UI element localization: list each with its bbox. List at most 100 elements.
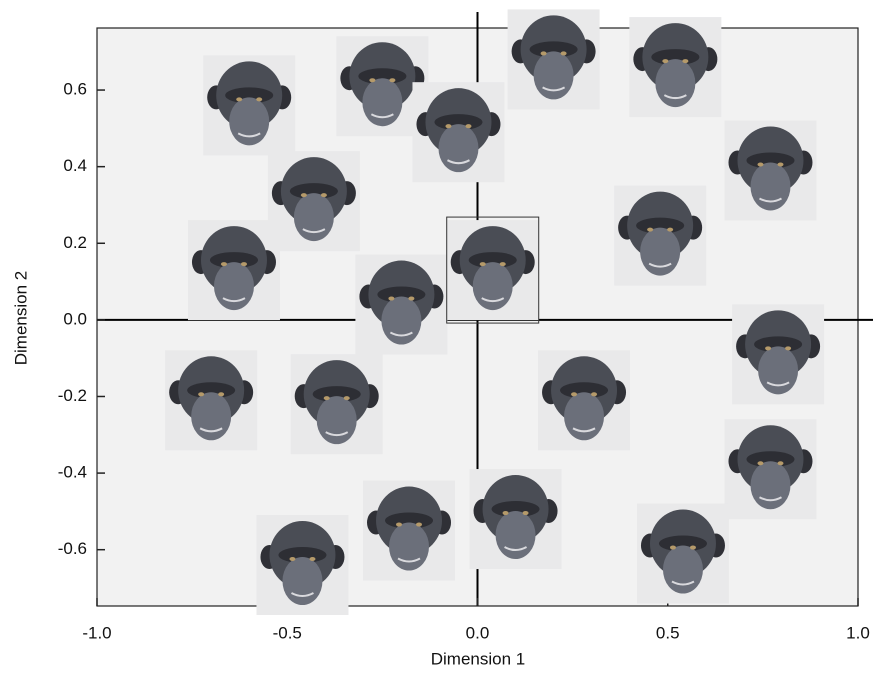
face-muzzle: [362, 78, 403, 127]
x-tick-label: 1.0: [846, 623, 870, 642]
face-marker: [267, 151, 360, 252]
face-muzzle: [750, 461, 791, 510]
face-eye: [499, 262, 506, 267]
face-eye: [669, 545, 676, 550]
face-muzzle: [438, 124, 479, 173]
face-eye: [343, 396, 350, 401]
face-mouth: [222, 297, 246, 303]
highlight-box: [446, 216, 540, 324]
face-marker: [446, 216, 540, 324]
face-mouth: [302, 228, 326, 234]
face-eye: [647, 227, 654, 232]
face-eye: [256, 97, 263, 102]
face-muzzle: [758, 346, 799, 395]
face-eye: [416, 522, 423, 527]
face-muzzle: [229, 97, 270, 146]
face-marker: [636, 503, 729, 604]
face-mouth: [237, 132, 261, 138]
face-mouth: [504, 546, 528, 552]
face-marker: [507, 9, 600, 110]
face-eye: [662, 59, 669, 64]
face-eye: [777, 162, 784, 167]
face-eye: [240, 262, 247, 267]
y-tick-label: -0.2: [58, 386, 87, 405]
face-mouth: [759, 496, 782, 502]
face-muzzle: [495, 511, 536, 560]
face-muzzle: [316, 396, 357, 445]
y-tick-label: 0.2: [63, 233, 87, 252]
face-muzzle: [213, 262, 254, 311]
face-marker: [614, 185, 707, 286]
face-muzzle: [282, 557, 323, 606]
face-marker: [724, 419, 817, 520]
face-eye: [502, 511, 509, 516]
face-eye: [320, 193, 327, 198]
face-muzzle: [640, 227, 681, 276]
face-marker: [336, 36, 429, 137]
face-muzzle: [564, 392, 605, 441]
face-eye: [591, 392, 598, 397]
face-eye: [479, 262, 486, 267]
face-marker: [290, 354, 383, 455]
face-eye: [300, 193, 307, 198]
y-tick-label: -0.6: [58, 539, 87, 558]
face-eye: [396, 522, 403, 527]
face-marker: [165, 350, 258, 451]
face-eye: [408, 296, 415, 301]
face-marker: [538, 350, 631, 451]
face-mouth: [446, 159, 470, 165]
face-mouth: [199, 427, 223, 433]
face-mouth: [370, 113, 394, 119]
y-axis-label: Dimension 2: [11, 271, 30, 366]
y-tick-label: -0.4: [58, 463, 87, 482]
face-muzzle: [750, 162, 791, 211]
face-mouth: [290, 592, 314, 598]
face-marker: [629, 17, 722, 118]
face-eye: [757, 162, 764, 167]
face-eye: [389, 78, 396, 83]
x-axis-label: Dimension 1: [431, 649, 526, 668]
face-marker: [412, 82, 505, 183]
face-eye: [540, 51, 547, 56]
y-tick-label: 0.6: [63, 80, 87, 99]
face-eye: [522, 511, 529, 516]
face-muzzle: [293, 193, 334, 242]
face-eye: [785, 346, 792, 351]
face-marker: [355, 254, 448, 355]
x-tick-label: 0.0: [466, 623, 490, 642]
face-eye: [571, 392, 578, 397]
face-eye: [777, 461, 784, 466]
face-muzzle: [389, 522, 430, 571]
face-muzzle: [533, 51, 574, 100]
face-marker: [363, 480, 456, 581]
face-eye: [198, 392, 205, 397]
face-eye: [220, 262, 227, 267]
face-marker: [187, 220, 280, 321]
face-muzzle: [655, 59, 696, 108]
face-mouth: [671, 580, 695, 586]
face-marker: [203, 55, 296, 156]
face-muzzle: [472, 262, 513, 311]
face-marker: [256, 515, 349, 616]
x-tick-label: 0.5: [656, 623, 680, 642]
face-eye: [323, 396, 330, 401]
face-mouth: [766, 381, 790, 387]
face-marker: [732, 304, 825, 405]
face-eye: [560, 51, 567, 56]
face-eye: [465, 124, 472, 129]
face-eye: [369, 78, 376, 83]
face-mouth: [397, 557, 421, 563]
face-eye: [289, 557, 296, 562]
face-mouth: [325, 431, 349, 437]
y-tick-label: 0.0: [63, 309, 87, 328]
face-mouth: [389, 331, 413, 337]
face-eye: [757, 461, 764, 466]
face-eye: [236, 97, 243, 102]
face-muzzle: [191, 392, 232, 441]
face-eye: [765, 346, 772, 351]
x-tick-label: -1.0: [82, 623, 111, 642]
face-mouth: [663, 94, 687, 100]
face-eye: [445, 124, 452, 129]
face-eye: [689, 545, 696, 550]
face-mouth: [572, 427, 596, 433]
